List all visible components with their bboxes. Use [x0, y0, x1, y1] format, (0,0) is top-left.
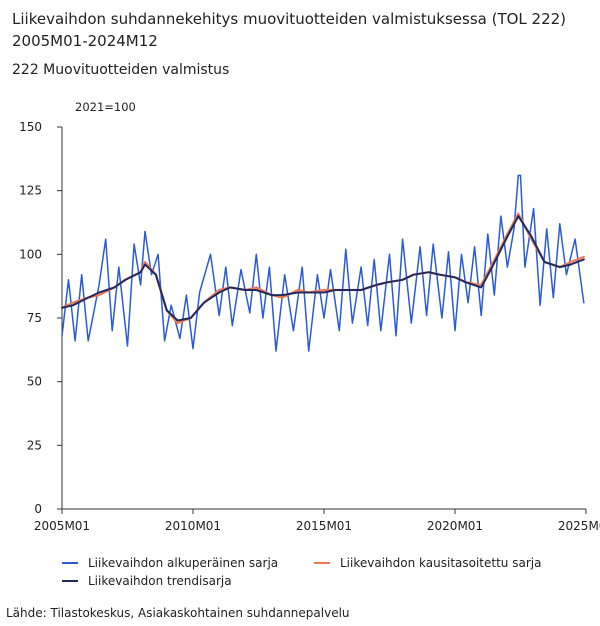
legend-item-seasonal: Liikevaihdon kausitasoitettu sarja: [314, 556, 541, 570]
series-line-original: [61, 174, 585, 352]
y-tick-label: 150: [19, 120, 42, 134]
x-tick-label: 2015M01: [296, 519, 352, 533]
legend-item-trend: Liikevaihdon trendisarja: [62, 574, 232, 588]
y-tick-label: 75: [27, 311, 42, 325]
legend-swatch-seasonal: [314, 562, 330, 564]
source-note: Lähde: Tilastokeskus, Asiakaskohtainen s…: [6, 606, 350, 620]
series-line-seasonal: [60, 212, 585, 325]
legend-label-seasonal: Liikevaihdon kausitasoitettu sarja: [340, 556, 542, 570]
series-line-trend: [61, 215, 585, 322]
x-tick-label: 2005M01: [34, 519, 90, 533]
chart-title: Liikevaihdon suhdannekehitys muovituotte…: [12, 10, 567, 50]
unit-label: 2021=100: [75, 100, 136, 114]
y-tick-label: 50: [27, 375, 42, 389]
legend-swatch-original: [62, 562, 78, 564]
line-chart: 0 25 50 75 100 125 150 2005M01 2010M01 2015M01 202…: [19, 120, 600, 533]
chart-subtitle: 222 Muovituotteiden valmistus: [12, 62, 230, 78]
legend-item-original: Liikevaihdon alkuperäinen sarja: [62, 556, 278, 570]
legend-swatch-trend: [62, 580, 78, 582]
y-tick-label: 0: [34, 502, 42, 516]
y-tick-label: 100: [19, 247, 42, 261]
x-tick-label: 2025M01: [558, 519, 600, 533]
x-tick-label: 2010M01: [165, 519, 221, 533]
legend-label-original: Liikevaihdon alkuperäinen sarja: [88, 556, 279, 570]
x-tick-label: 2020M01: [427, 519, 483, 533]
y-tick-label: 125: [19, 184, 42, 198]
y-tick-label: 25: [27, 438, 42, 452]
legend-label-trend: Liikevaihdon trendisarja: [88, 574, 232, 588]
